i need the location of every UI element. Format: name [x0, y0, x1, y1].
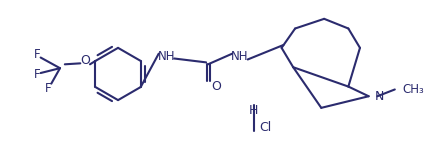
Text: F: F	[34, 69, 40, 81]
Text: NH: NH	[231, 50, 249, 63]
Text: O: O	[211, 80, 221, 93]
Text: F: F	[34, 48, 40, 61]
Text: Cl: Cl	[259, 121, 272, 134]
Text: N: N	[374, 90, 384, 103]
Text: CH₃: CH₃	[402, 83, 424, 96]
Text: O: O	[80, 54, 90, 67]
Text: H: H	[249, 104, 258, 117]
Text: NH: NH	[158, 50, 175, 63]
Text: F: F	[45, 82, 52, 95]
